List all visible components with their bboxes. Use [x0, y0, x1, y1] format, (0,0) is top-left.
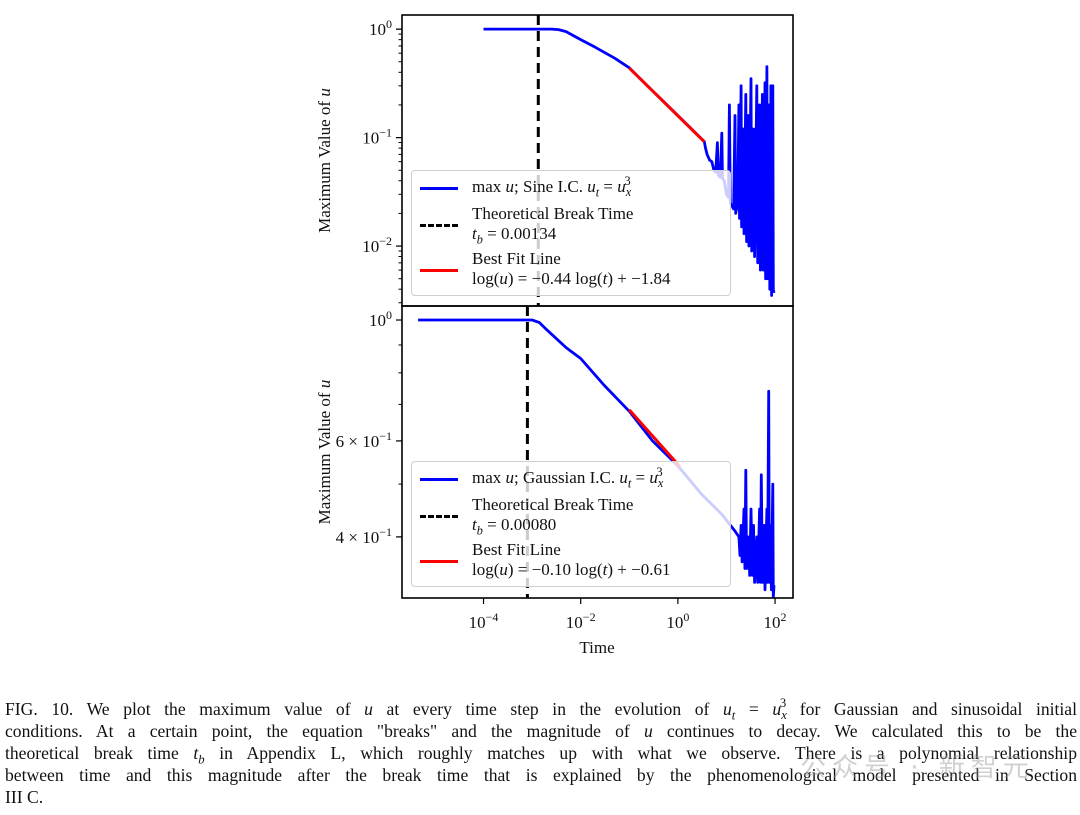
text-segment: u [587, 177, 596, 196]
text-segment: u [619, 468, 628, 487]
text-segment: FIG. 10. We plot the maximum value of [5, 699, 365, 719]
y-tick-label: 100 [369, 17, 392, 39]
caption-line: III C. [5, 786, 1077, 808]
text-segment: max [472, 468, 506, 487]
legend-fit-label: Best Fit Line [472, 540, 561, 559]
text-segment: b [476, 523, 483, 538]
text-segment: log( [472, 560, 500, 579]
legend-series-label: max u; Gaussian I.C. ut = ux3 [472, 464, 664, 493]
text-segment: = [631, 468, 650, 487]
text-segment: 3 [779, 696, 787, 711]
text-segment: u [643, 721, 653, 741]
watermark-logo: 公众号 · 新智元 [800, 753, 1035, 783]
y-axis-label: Maximum Value of u [315, 88, 334, 233]
legend-top: max u; Sine I.C. ut = ux3 Theoretical Br… [411, 170, 731, 296]
legend-fit-label: Best Fit Line [472, 249, 561, 268]
text-segment: log( [472, 269, 500, 288]
text-segment: t [731, 708, 736, 723]
text-segment: between time and this magnitude after th… [5, 765, 1077, 785]
caption-line: between time and this magnitude after th… [5, 764, 1077, 786]
text-segment: at every time step in the evolution of [372, 699, 723, 719]
text-segment: III C. [5, 787, 44, 807]
text-segment: = [599, 177, 618, 196]
text-segment: ) = −0.10 log( [507, 560, 603, 579]
caption-line: FIG. 10. We plot the maximum value of u … [5, 696, 1077, 723]
text-segment: ; Gaussian I.C. [514, 468, 620, 487]
text-segment: = [735, 699, 773, 719]
text-segment: u [505, 468, 515, 487]
text-segment: u [499, 560, 508, 579]
y-axis-label: Maximum Value of u [315, 380, 334, 525]
y-tick-label: 100 [369, 308, 392, 330]
text-segment: u [649, 468, 658, 487]
y-tick-label: 10−1 [362, 126, 392, 148]
legend-fit-swatch [420, 269, 458, 272]
text-segment: ) = −0.44 log( [507, 269, 603, 288]
text-segment: x [657, 476, 664, 491]
text-segment: ; Sine I.C. [514, 177, 588, 196]
text-segment: b [476, 232, 483, 247]
legend-break-label: Theoretical Break Time [472, 204, 634, 223]
text-segment: t [193, 743, 199, 763]
text-segment: x [781, 708, 787, 723]
text-segment: b [198, 752, 205, 767]
x-tick-label: 10−4 [469, 610, 499, 632]
text-segment: t [472, 224, 477, 243]
legend-fit-swatch [420, 560, 458, 563]
text-segment: max [472, 177, 506, 196]
y-tick-label: 6 × 10−1 [336, 429, 392, 451]
caption-line: theoretical break time tb in Appendix L,… [5, 742, 1077, 767]
text-segment: u [364, 699, 373, 719]
y-tick-label: 10−2 [362, 234, 392, 256]
text-segment: ) + −1.84 [607, 269, 671, 288]
x-axis-label: Time [579, 638, 614, 657]
text-segment: in Appendix L, which roughly matches up … [204, 743, 1077, 763]
text-segment: u [617, 177, 626, 196]
best-fit-line [628, 67, 706, 143]
text-segment: 3 [656, 464, 663, 479]
text-segment: t [602, 560, 608, 579]
text-segment: x [625, 185, 632, 200]
y-tick-label: 4 × 10−1 [336, 525, 392, 547]
legend-fit-equation: log(u) = −0.10 log(t) + −0.61 [472, 560, 670, 580]
text-segment: = 0.00134 [482, 224, 557, 243]
text-segment: u [505, 177, 515, 196]
x-tick-label: 10−2 [566, 610, 596, 632]
text-segment: theoretical break time [5, 743, 194, 763]
legend-fit-equation: log(u) = −0.44 log(t) + −1.84 [472, 269, 670, 289]
text-segment: t [595, 185, 600, 200]
text-segment: continues to decay. We calculated this t… [652, 721, 1077, 741]
legend-break-value: tb = 0.00134 [472, 224, 556, 249]
text-segment: t [602, 269, 608, 288]
caption-line: conditions. At a certain point, the equa… [5, 720, 1077, 742]
text-segment: = 0.00080 [482, 515, 557, 534]
legend-break-label: Theoretical Break Time [472, 495, 634, 514]
x-tick-label: 102 [764, 610, 787, 632]
legend-series-label: max u; Sine I.C. ut = ux3 [472, 173, 632, 202]
axes-frame [401, 305, 794, 599]
text-segment: u [772, 699, 782, 719]
data-series-line [483, 27, 776, 297]
figure-caption: FIG. 10. We plot the maximum value of u … [5, 696, 1077, 808]
text-segment: 3 [624, 173, 631, 188]
legend-bottom: max u; Gaussian I.C. ut = ux3 Theoretica… [411, 461, 731, 587]
text-segment: ) + −0.61 [607, 560, 671, 579]
legend-break-value: tb = 0.00080 [472, 515, 556, 540]
legend-series-swatch [420, 478, 458, 481]
x-tick-label: 100 [666, 610, 689, 632]
best-fit-line [628, 408, 682, 468]
legend-break-swatch [420, 515, 458, 518]
text-segment: u [499, 269, 508, 288]
text-segment: t [627, 476, 632, 491]
text-segment: u [722, 699, 732, 719]
text-segment: t [472, 515, 477, 534]
legend-break-swatch [420, 224, 458, 227]
text-segment: conditions. At a certain point, the equa… [5, 721, 644, 741]
text-segment: for Gaussian and sinusoidal initial [786, 699, 1077, 719]
legend-series-swatch [420, 187, 458, 190]
